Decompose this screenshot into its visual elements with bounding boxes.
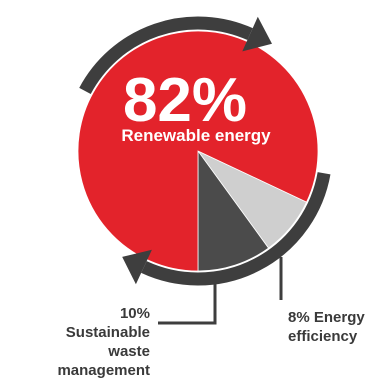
waste-leader-line <box>158 280 217 325</box>
top-arrow-head <box>242 16 272 52</box>
bottom-arrow-arc <box>141 172 331 286</box>
waste-label-line-2: waste <box>107 343 150 360</box>
pie-slice-waste <box>197 149 270 272</box>
efficiency-label-line-2: efficiency <box>288 328 358 345</box>
leader-lines <box>158 257 283 325</box>
bottom-arrow-head <box>122 249 152 285</box>
pie-slice-renewable <box>77 30 319 272</box>
waste-label-line-3: management <box>57 362 150 379</box>
pie-slices <box>77 30 319 272</box>
big-percent-label: 82% <box>123 66 247 135</box>
waste-percent-label: 10% <box>120 305 150 322</box>
cycle-arrows <box>79 16 331 286</box>
efficiency-label-line-1: 8% Energy <box>288 309 365 326</box>
top-arrow-arc <box>79 16 253 94</box>
waste-label-line-1: Sustainable <box>66 324 150 341</box>
renewable-energy-label: Renewable energy <box>121 126 271 145</box>
